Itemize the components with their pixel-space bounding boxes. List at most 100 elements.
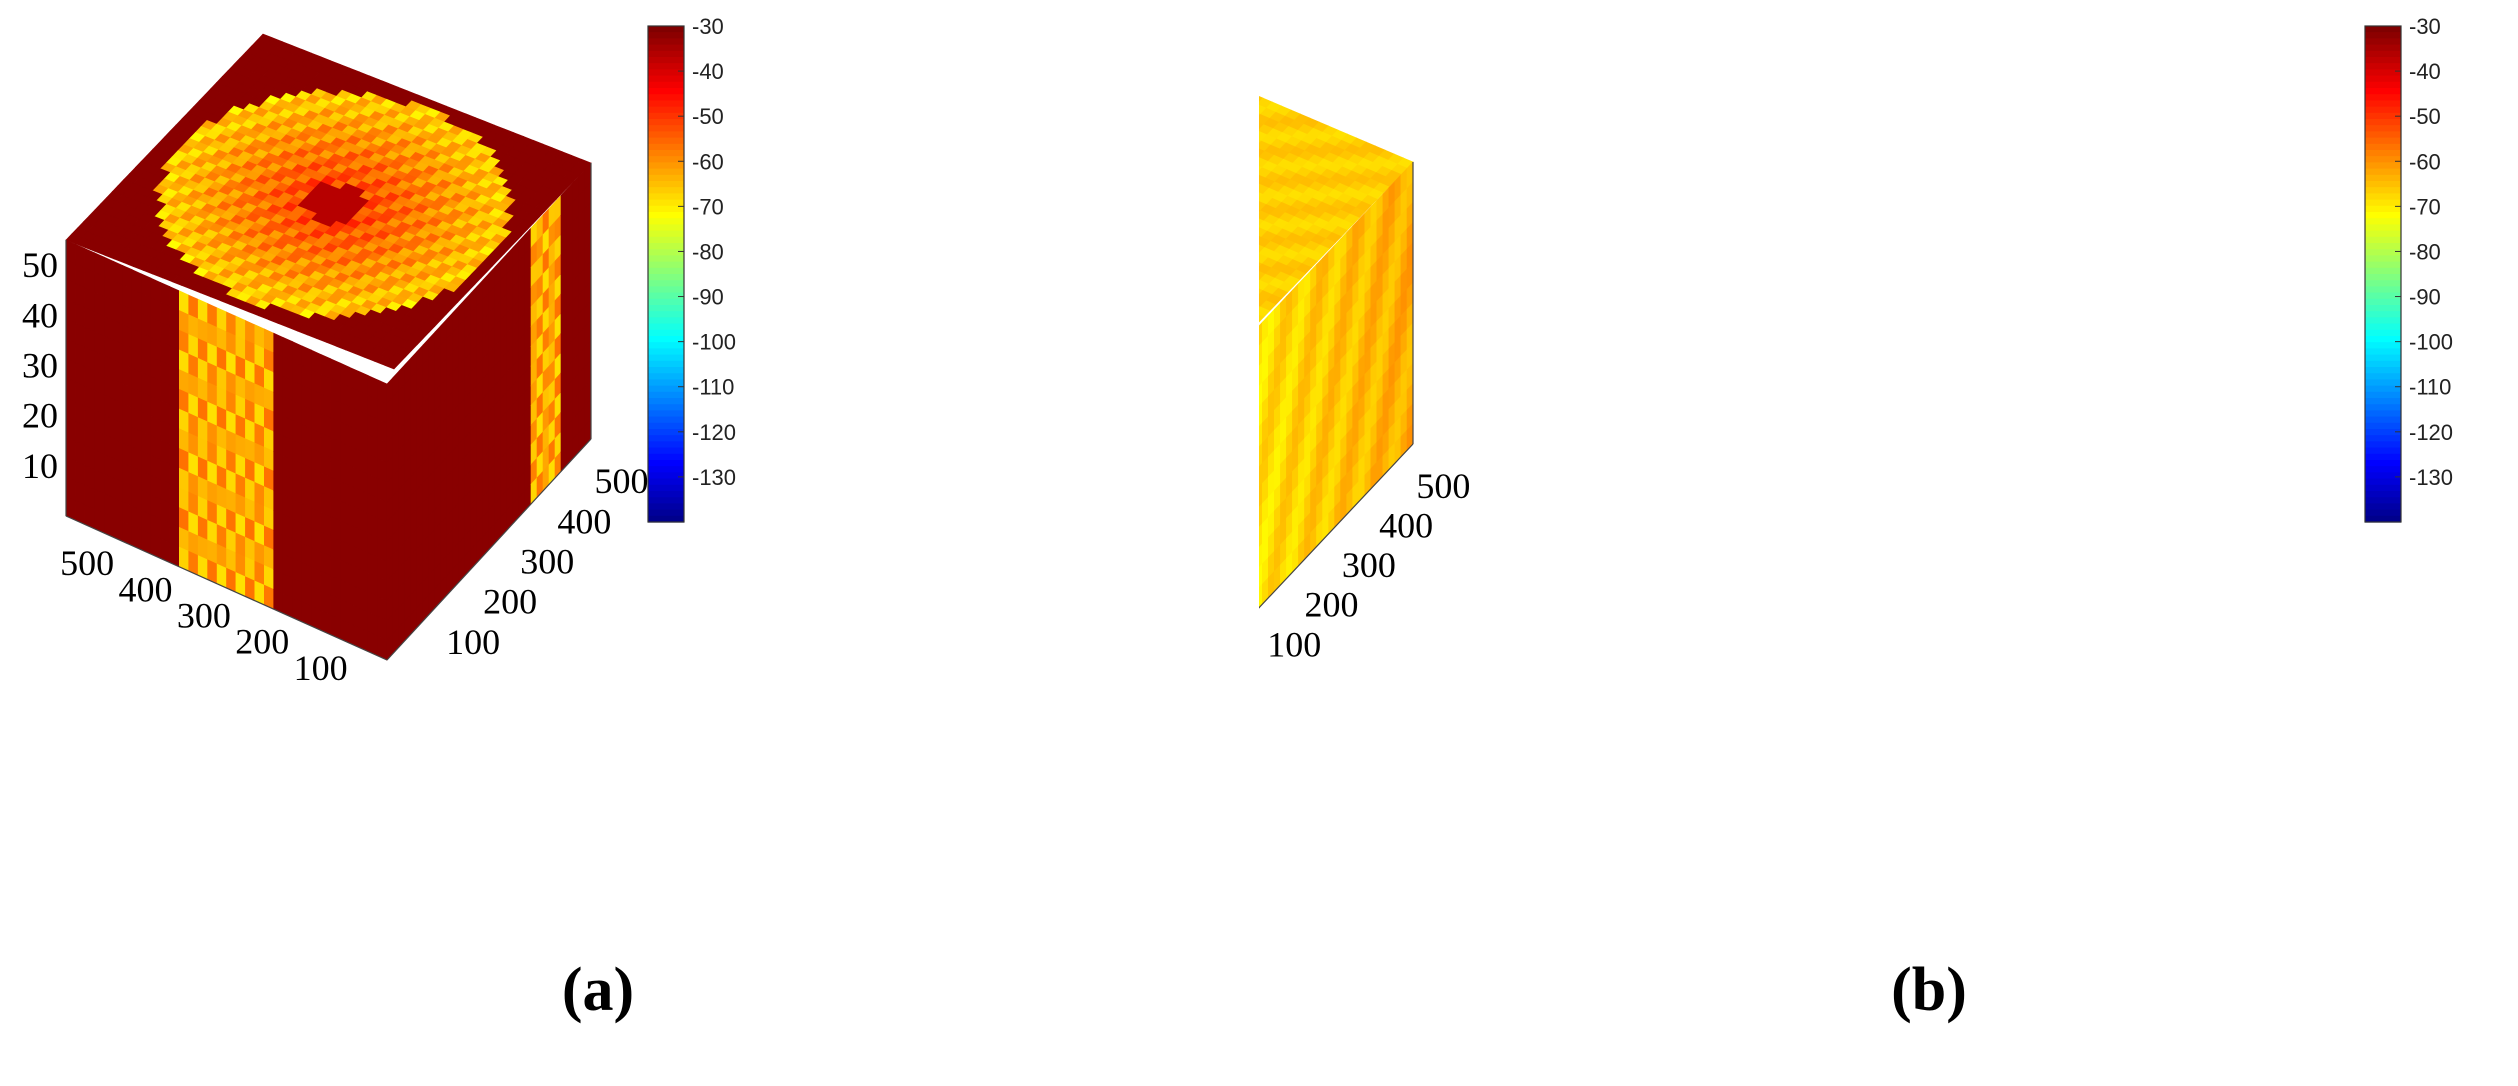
x-tick-label: 500 — [594, 461, 648, 501]
axis-line — [1259, 443, 1414, 609]
box-edges — [65, 163, 592, 661]
colorbar-segment — [648, 174, 684, 182]
y-tick-label: 400 — [119, 569, 173, 609]
colorbar-segment — [648, 460, 684, 467]
colorbar-segment — [2365, 26, 2401, 33]
colorbar-segment — [648, 410, 684, 418]
colorbar-segment — [2365, 143, 2401, 151]
colorbar-segment — [2365, 81, 2401, 89]
colorbar-segment — [648, 422, 684, 430]
colorbar-segment — [648, 453, 684, 461]
colorbar-segment — [648, 63, 684, 70]
colorbar-tick-label: -100 — [2409, 330, 2453, 355]
colorbar-segment — [648, 75, 684, 83]
colorbar-segment — [648, 441, 684, 449]
colorbar-segment — [2365, 199, 2401, 207]
colorbar-segment — [2365, 274, 2401, 281]
colorbar-segment — [2365, 106, 2401, 114]
y-tick-label: 300 — [177, 595, 231, 635]
colorbar-tick-label: -70 — [692, 194, 724, 219]
colorbar-segment — [648, 236, 684, 244]
colorbar-segment — [2365, 305, 2401, 312]
colorbar-segment — [2365, 429, 2401, 436]
colorbar-segment — [648, 162, 684, 170]
colorbar-segment — [648, 249, 684, 256]
z-tick-label: 10 — [22, 446, 58, 486]
colorbar-segment — [2365, 230, 2401, 238]
colorbar-segment — [648, 323, 684, 331]
colorbar-segment — [2365, 367, 2401, 374]
colorbar-segment — [2365, 156, 2401, 163]
colorbar-segment — [2365, 460, 2401, 467]
colorbar-tick-label: -40 — [692, 59, 724, 84]
colorbar-segment — [2365, 373, 2401, 380]
axis-line — [65, 515, 388, 661]
colorbar-segment — [2365, 249, 2401, 256]
colorbar-segment — [2365, 261, 2401, 269]
colorbar-segment — [2365, 410, 2401, 418]
volume-plot-b: 1020304050500400300200100100200300400500… — [1259, 14, 2453, 664]
z-tick-label: 50 — [22, 245, 58, 285]
colorbar-segment — [648, 38, 684, 46]
colorbar-segment — [648, 119, 684, 126]
colorbar-segment — [648, 472, 684, 480]
colorbar-segment — [2365, 44, 2401, 52]
colorbar-segment — [648, 503, 684, 511]
colorbar-segment — [648, 484, 684, 492]
colorbar-tick-label: -80 — [692, 239, 724, 264]
colorbar-segment — [2365, 125, 2401, 132]
colorbar-segment — [648, 373, 684, 380]
colorbar-segment — [2365, 168, 2401, 176]
colorbar-segment — [648, 230, 684, 238]
colorbar-segment — [648, 143, 684, 151]
colorbar-tick-label: -40 — [2409, 59, 2441, 84]
colorbar-segment — [2365, 336, 2401, 343]
right-face — [386, 162, 592, 661]
colorbar-tick-label: -50 — [692, 104, 724, 129]
panel-label-a: (a) — [561, 956, 635, 1024]
colorbar-segment — [2365, 398, 2401, 405]
colorbar-segment — [648, 131, 684, 139]
colorbar-segment — [2365, 181, 2401, 188]
colorbar-segment — [2365, 323, 2401, 331]
colorbar-tick-label: -80 — [2409, 239, 2441, 264]
x-tick-label: 300 — [520, 541, 574, 581]
colorbar-segment — [648, 57, 684, 64]
x-tick-label: 100 — [446, 622, 500, 662]
colorbar-segment — [2365, 311, 2401, 318]
z-tick-label: 40 — [22, 295, 58, 335]
colorbar-segment — [648, 348, 684, 356]
colorbar-segment — [648, 150, 684, 157]
colorbar-segment — [648, 32, 684, 39]
colorbar-segment — [648, 212, 684, 219]
colorbar-segment — [648, 367, 684, 374]
voxel-top — [1259, 244, 1266, 254]
axis-line — [386, 438, 592, 661]
colorbar-segment — [2365, 38, 2401, 46]
colorbar-segment — [2365, 236, 2401, 244]
colorbar-segment — [2365, 348, 2401, 356]
colorbar-segment — [648, 404, 684, 411]
x-tick-label: 200 — [1305, 585, 1359, 625]
colorbar-segment — [2365, 503, 2401, 511]
colorbar-frame — [647, 25, 685, 523]
colorbar-segment — [648, 187, 684, 194]
colorbar-segment — [648, 88, 684, 95]
colorbar-segment — [2365, 404, 2401, 411]
colorbar-segment — [648, 379, 684, 387]
colorbar-segment — [648, 274, 684, 281]
colorbar-tick-label: -60 — [692, 149, 724, 174]
colorbar-segment — [2365, 379, 2401, 387]
colorbar-segment — [648, 81, 684, 89]
x-tick-label: 400 — [557, 501, 611, 541]
colorbar-segment — [648, 205, 684, 213]
colorbar-segment — [2365, 342, 2401, 349]
colorbar-segment — [2365, 255, 2401, 263]
colorbar-segment — [2365, 150, 2401, 157]
top-face — [1259, 96, 1414, 323]
colorbar-tick-label: -100 — [692, 330, 736, 355]
colorbar-segment — [648, 224, 684, 232]
voxel-top — [1259, 148, 1266, 158]
voxel-top — [383, 358, 401, 370]
colorbar-segment — [648, 342, 684, 349]
